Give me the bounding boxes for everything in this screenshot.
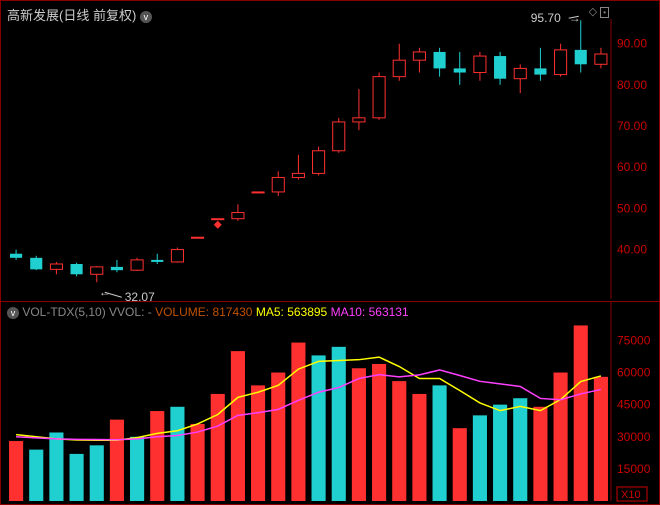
svg-text:50.00: 50.00 <box>617 201 647 215</box>
svg-text:X10: X10 <box>621 489 641 501</box>
svg-text:15000: 15000 <box>617 462 651 476</box>
volume-value: 817430 <box>212 305 252 319</box>
diamond-icon[interactable]: ◇ <box>589 6 597 18</box>
ma10-value: 563131 <box>369 305 409 319</box>
vol-tdx-label: VOL-TDX(5,10) <box>22 305 105 319</box>
ma10-label: MA10: <box>331 305 366 319</box>
svg-text:30000: 30000 <box>617 430 651 444</box>
dropdown-icon[interactable]: v <box>140 11 152 23</box>
svg-text:90.00: 90.00 <box>617 37 647 51</box>
price-title-bar: 高新发展(日线 前复权) v <box>7 5 152 24</box>
svg-text:95.70: 95.70 <box>531 11 561 25</box>
svg-text:40.00: 40.00 <box>617 243 647 257</box>
svg-text:→: → <box>569 11 581 25</box>
ma5-label: MA5: <box>256 305 284 319</box>
svg-text:←: ← <box>99 285 111 299</box>
volume-label: VOLUME: <box>155 305 209 319</box>
svg-text:32.07: 32.07 <box>125 290 155 301</box>
price-panel[interactable]: 高新发展(日线 前复权) v ◇ • 40.00 50.00 60.00 70.00 8… <box>1 1 659 302</box>
svg-text:60000: 60000 <box>617 366 651 380</box>
chart-container: 高新发展(日线 前复权) v ◇ • 40.00 50.00 60.00 70.00 8… <box>0 0 660 505</box>
stock-title: 高新发展(日线 前复权) <box>7 8 136 23</box>
vvol-label: VVOL: - <box>109 305 152 319</box>
top-right-icons: ◇ • <box>589 5 609 18</box>
volume-panel[interactable]: v VOL-TDX(5,10) VVOL: - VOLUME: 817430 M… <box>1 301 659 504</box>
vol-dropdown-icon[interactable]: v <box>7 307 19 319</box>
ma5-value: 563895 <box>287 305 327 319</box>
svg-text:75000: 75000 <box>617 333 651 347</box>
square-icon[interactable]: • <box>600 7 609 18</box>
svg-text:60.00: 60.00 <box>617 160 647 174</box>
svg-text:80.00: 80.00 <box>617 78 647 92</box>
price-svg: 40.00 50.00 60.00 70.00 80.00 90.00 32.07 ← 95.7… <box>1 1 659 301</box>
svg-text:70.00: 70.00 <box>617 119 647 133</box>
volume-title-bar: v VOL-TDX(5,10) VVOL: - VOLUME: 817430 M… <box>7 305 409 319</box>
volume-svg: 15000 30000 45000 60000 75000 X10 <box>1 301 659 505</box>
svg-text:45000: 45000 <box>617 398 651 412</box>
